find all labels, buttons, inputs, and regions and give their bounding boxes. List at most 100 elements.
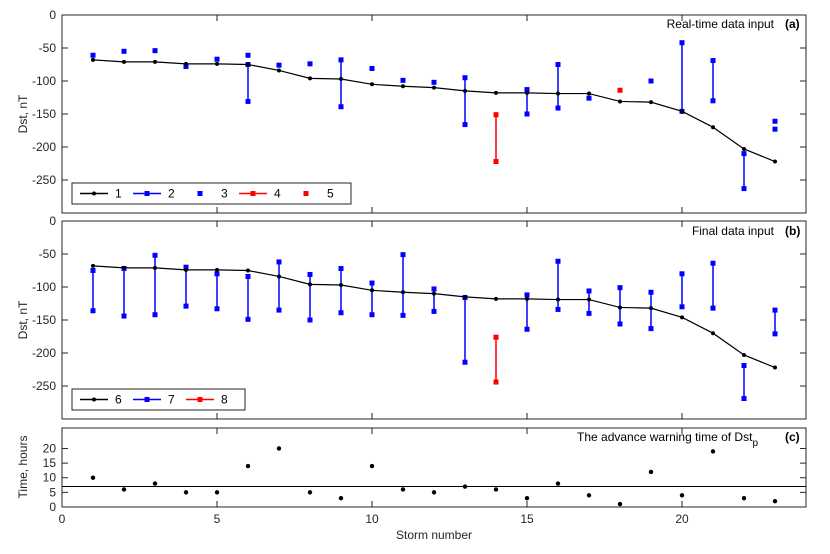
panel-c-tag: (c) [785,430,800,444]
series-dot [773,365,777,370]
series-dot [525,90,529,95]
legend-swatch-square [144,191,150,196]
series-dot [401,84,405,89]
series-dot [432,85,436,90]
scatter-point [307,490,313,495]
legend-swatch-square [197,397,203,402]
point-marker [400,77,406,83]
point-marker [245,52,251,58]
range-end-marker [276,259,282,265]
range-end-marker [493,379,499,385]
range-end-marker [555,258,561,264]
scatter-point [462,484,468,489]
legend-swatch-dot [92,191,96,196]
panel-b-ylabel: Dst, nT [16,300,30,339]
range-end-marker [462,75,468,81]
series-dot [308,76,312,81]
series-dot [432,291,436,296]
y-tick-label: -150 [32,313,56,327]
point-marker [586,95,592,101]
series-dot [587,91,591,96]
y-tick-label: 0 [49,8,56,22]
panel-b-ticks: 0 -50 -100 -150 -200 -250 [32,214,806,419]
series-dot [122,265,126,270]
scatter-point [741,496,747,501]
panel-a-ticks: 0 -50 -100 -150 -200 -250 [32,8,806,213]
range-end-marker [617,285,623,291]
y-tick-label: -50 [39,41,57,55]
scatter-point [400,487,406,492]
range-end-marker [493,159,499,165]
range-end-marker [772,331,778,337]
x-tick-label: 20 [675,512,689,526]
x-tick-label: 15 [520,512,534,526]
range-end-marker [586,310,592,316]
series-dot [587,297,591,302]
range-end-marker [679,271,685,277]
range-end-marker [245,316,251,322]
series-dot [153,59,157,64]
series-dot [463,294,467,299]
point-marker [307,61,313,67]
range-end-marker [741,396,747,402]
series-dot [153,265,157,270]
y-tick-label: -100 [32,74,56,88]
y-tick-label: 20 [43,441,57,455]
range-end-marker [710,305,716,311]
range-end-marker [400,252,406,258]
legend-label: 5 [327,187,334,201]
panel-a-marks [90,40,778,192]
range-end-marker [214,271,220,277]
range-end-marker [679,304,685,310]
range-end-marker [710,260,716,266]
range-end-marker [431,308,437,314]
range-end-marker [741,363,747,369]
series-dot [277,274,281,279]
x-axis-title: Storm number [396,528,472,542]
y-tick-label: -250 [32,173,56,187]
range-end-marker [90,308,96,314]
range-end-marker [648,326,654,332]
panel-c-marks [62,446,806,507]
series-dot [246,62,250,67]
series-dot [277,68,281,73]
range-end-marker [369,280,375,286]
scatter-point [152,481,158,486]
legend-box [71,182,352,205]
range-end-marker [400,312,406,318]
panel-c-ylabel: Time, hours [16,436,30,499]
range-end-marker [772,307,778,313]
series-dot [649,306,653,311]
range-end-marker [555,306,561,312]
scatter-point [369,463,375,469]
series-dot [618,99,622,104]
scatter-point [276,446,282,451]
panel-b: 0 -50 -100 -150 -200 -250 Final data input (b… [16,214,807,420]
legend-label: 3 [221,187,228,201]
range-end-marker [338,266,344,272]
series-dot [649,100,653,105]
series-dot [339,283,343,288]
panel-a-tag: (a) [785,17,800,31]
range-end-marker [152,312,158,318]
legend-swatch-square [144,397,150,402]
scatter-point [772,498,778,504]
series-dot [184,61,188,66]
range-end-marker [90,268,96,273]
scatter-point [121,487,127,492]
range-end-marker [741,151,747,157]
series-dot [742,146,746,151]
panel-c-title-main: The advance warning time of Dst [577,430,753,444]
range-end-marker [183,264,189,270]
scatter-point [555,481,561,486]
panel-a: 0 -50 -100 -150 -200 -250 Real-time data inpu… [16,8,807,214]
range-end-marker [183,303,189,309]
range-end-marker [152,252,158,258]
scatter-point [679,493,685,498]
series-dot [401,290,405,295]
range-end-marker [679,40,685,46]
y-tick-label: -100 [32,280,56,294]
